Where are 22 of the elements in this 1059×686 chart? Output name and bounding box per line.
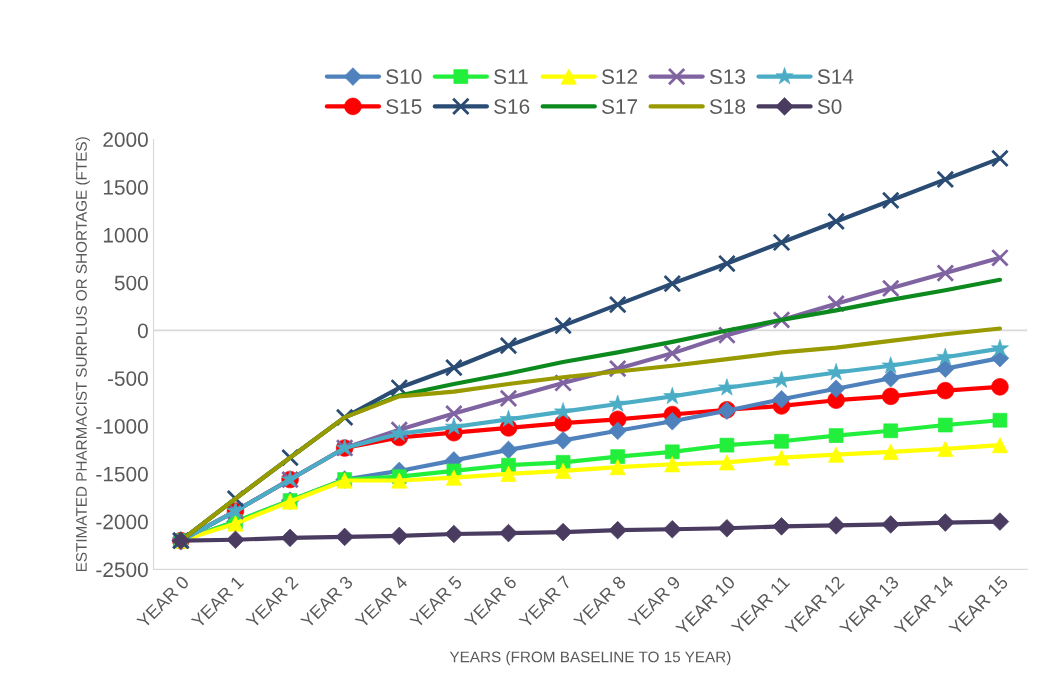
y-tick-label: -500 xyxy=(107,371,148,386)
x-axis-title: YEARS (FROM BASELINE TO 15 YEAR) xyxy=(449,651,731,666)
legend-label: S12 xyxy=(601,69,638,85)
legend-label: S18 xyxy=(709,99,746,114)
y-tick-label: -1500 xyxy=(96,466,148,482)
y-tick-label: 1000 xyxy=(103,227,148,243)
legend-label: S17 xyxy=(601,99,638,114)
y-tick-label: 1500 xyxy=(103,180,148,195)
y-tick-label: 0 xyxy=(137,323,148,339)
legend-label: S13 xyxy=(709,69,746,85)
y-tick-label: 500 xyxy=(114,275,148,291)
y-tick-label: 2000 xyxy=(103,132,148,148)
legend-label: S16 xyxy=(494,99,530,114)
y-tick-label: -2500 xyxy=(96,562,148,578)
legend-label: S15 xyxy=(386,99,422,114)
legend-label: S14 xyxy=(817,69,854,85)
legend-label: S11 xyxy=(494,69,528,85)
y-axis-title: ESTIMATED PHARMACIST SURPLUS OR SHORTAGE (FTES) xyxy=(75,137,90,572)
legend-label: S0 xyxy=(817,99,842,114)
y-tick-label: -2000 xyxy=(96,514,148,530)
y-tick-label: -1000 xyxy=(96,419,148,434)
legend-label: S10 xyxy=(386,69,422,85)
